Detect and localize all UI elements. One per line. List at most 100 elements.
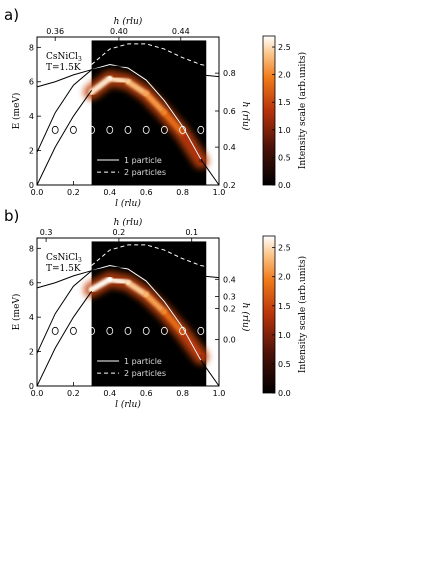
ridge-segment [106, 75, 131, 85]
sample-name: CsNiCl3 [46, 253, 82, 264]
x-tick-label: 0.6 [140, 188, 153, 197]
sample-temperature: T=1.5K [46, 63, 81, 73]
y-tick-label: 6 [29, 78, 34, 87]
ridge-point [162, 309, 167, 315]
ridge-point [107, 277, 113, 282]
colorbar-tick-label: 1.0 [278, 331, 291, 340]
right-tick-label: 0.4 [223, 275, 236, 284]
ridge-point [144, 292, 149, 297]
legend-label-one: 1 particle [124, 357, 162, 366]
data-circle [124, 326, 132, 335]
data-circle [197, 326, 205, 335]
panel-a: 0.0 0.2 0.4 0.6 0.8 1.0 l (rlu) 0 2 4 6 8 E (meV) 0.3… [11, 16, 308, 209]
ridge-segment [88, 75, 113, 96]
colorbar-tick-label: 0.5 [278, 360, 291, 369]
y-tick-label: 0 [29, 181, 34, 190]
x-tick-label: 0.4 [103, 188, 116, 197]
right-tick-label: 0.8 [223, 69, 236, 78]
colorbar-tick-label: 2.0 [278, 71, 291, 80]
right-tick-label: 0.6 [223, 107, 236, 116]
panel-b: 0.0 0.2 0.4 0.6 0.8 1.0 l (rlu) 0 2 4 6 8 E (meV) 0.3… [11, 217, 308, 410]
data-circle [160, 125, 168, 134]
data-circle [160, 326, 168, 335]
colorbar [262, 235, 276, 394]
colorbar [262, 35, 276, 186]
data-circle [51, 125, 59, 134]
data-circle [106, 326, 114, 335]
series-curve-3 [36, 90, 93, 186]
colorbar-tick-label: 1.5 [278, 302, 291, 311]
ridge-segment [125, 279, 150, 298]
top-tick-label: 0.3 [40, 228, 53, 237]
y-tick-label: 8 [29, 43, 34, 52]
ridge-point [125, 280, 131, 285]
x-tick-label: 1.0 [213, 389, 226, 398]
y-tick-label: 8 [29, 244, 34, 253]
y-axis-label: E (meV) [11, 294, 22, 331]
intensity-map [83, 241, 209, 386]
ridge-segment [179, 130, 204, 164]
plot-frame [36, 237, 220, 387]
data-circle [142, 125, 150, 134]
series-curve-3 [36, 291, 93, 387]
top-tick-label: 0.40 [110, 27, 128, 36]
x-tick-label: 0.0 [31, 389, 44, 398]
legend-label-two: 2 particles [124, 168, 166, 177]
x-tick-label: 0.8 [176, 188, 189, 197]
y-tick-label: 2 [29, 147, 34, 156]
data-circle [88, 125, 95, 134]
colorbar-label: Intensity scale (arb.units) [297, 256, 308, 373]
y-axis-label: E (meV) [11, 93, 22, 130]
y-tick-label: 6 [29, 279, 34, 288]
series-2-particles [91, 43, 220, 69]
colorbar-tick-label: 0.0 [278, 389, 291, 398]
data-circle [179, 326, 187, 335]
colorbar-tick-label: 1.5 [278, 98, 291, 107]
data-circle [106, 125, 114, 134]
ridge-segment [143, 291, 168, 315]
ridge-point [89, 287, 94, 292]
data-circle [51, 326, 59, 335]
top-axis-label: h (rlu) [114, 217, 143, 228]
right-tick-label: 0.3 [223, 293, 236, 302]
ridge-segment [88, 276, 113, 293]
x-tick-label: 0.6 [140, 389, 153, 398]
top-axis-label: h (rlu) [114, 16, 143, 27]
ridge-segment [106, 276, 131, 286]
colorbar-tick-label: 0.5 [278, 153, 291, 162]
colorbar-tick-label: 2.0 [278, 273, 291, 282]
colorbar-tick-label: 2.5 [278, 43, 291, 52]
right-tick-label: 0.4 [223, 143, 236, 152]
ridge-point [144, 91, 149, 96]
right-axis-label: h (rlu) [240, 102, 251, 131]
ridge-segment [125, 78, 150, 97]
data-circle [70, 326, 77, 335]
colorbar-label: Intensity scale (arb.units) [297, 52, 308, 169]
data-circle [88, 326, 95, 335]
y-tick-label: 2 [29, 348, 34, 357]
series-curve-2 [36, 266, 220, 289]
sample-name: CsNiCl3 [46, 52, 82, 63]
x-axis-label: l (rlu) [115, 198, 141, 209]
legend-label-two: 2 particles [124, 369, 166, 378]
x-tick-label: 0.0 [31, 188, 44, 197]
right-tick-label: 0.2 [223, 181, 236, 190]
x-tick-label: 0.2 [67, 389, 80, 398]
x-tick-label: 0.4 [103, 389, 116, 398]
panel-label-b: b) [4, 207, 19, 225]
sample-temperature: T=1.5K [46, 264, 81, 274]
data-circle [142, 326, 150, 335]
x-tick-label: 0.2 [67, 188, 80, 197]
ridge-point [89, 89, 94, 95]
x-tick-label: 1.0 [213, 188, 226, 197]
ridge-point [198, 158, 203, 164]
sample-subscript: 3 [78, 257, 82, 264]
y-tick-label: 0 [29, 382, 34, 391]
top-tick-label: 0.44 [172, 27, 190, 36]
colorbar-tick-label: 2.5 [278, 244, 291, 253]
y-tick-label: 4 [29, 112, 34, 121]
series-2-particles [91, 244, 220, 270]
x-axis-label: l (rlu) [115, 399, 141, 410]
legend-label-one: 1 particle [124, 156, 162, 165]
